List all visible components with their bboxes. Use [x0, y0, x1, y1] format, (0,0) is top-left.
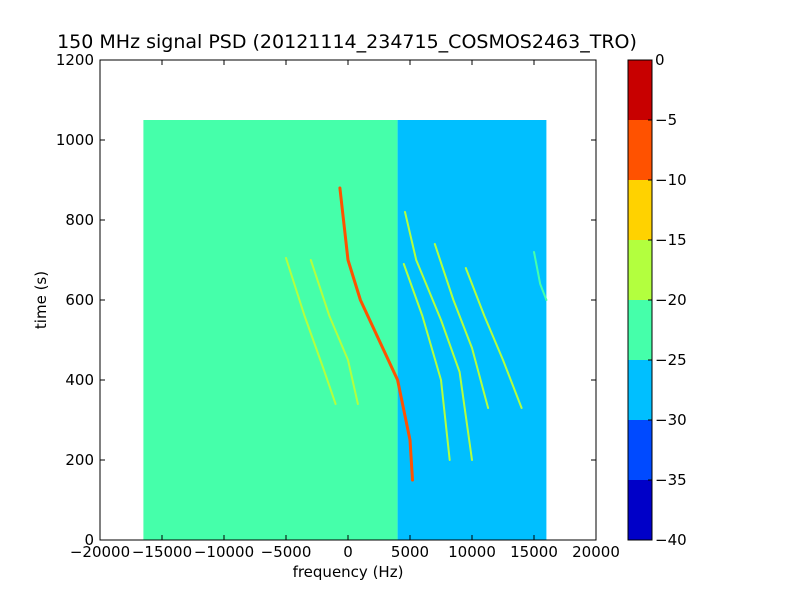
- signal-trace: [285, 257, 337, 405]
- heatmap-region: [379, 120, 398, 540]
- colorbar-tick-label: −25: [655, 351, 687, 369]
- colorbar-bin: [628, 180, 652, 240]
- y-tick-label: 1200: [56, 51, 94, 69]
- x-tick-label: −20000: [70, 543, 130, 561]
- plot-area: [99, 59, 597, 541]
- x-axis-label: frequency (Hz): [293, 563, 404, 581]
- colorbar-bin: [628, 120, 652, 180]
- heatmap-region: [143, 120, 379, 540]
- y-tick-label: 200: [65, 451, 94, 469]
- y-tick-label: 1000: [56, 131, 94, 149]
- y-axis-label: time (s): [32, 271, 50, 329]
- colorbar-tick-label: 0: [655, 51, 665, 69]
- heatmap-layer: [143, 120, 548, 540]
- x-tick-label: 15000: [510, 543, 558, 561]
- colorbar-tick-label: −30: [655, 411, 687, 429]
- colorbar-tick-label: −40: [655, 531, 687, 549]
- colorbar-bin: [628, 420, 652, 480]
- x-tick-label: 5000: [391, 543, 429, 561]
- colorbar-bin: [628, 480, 652, 540]
- y-axis: 0 200 400 600 800 1000 1200: [56, 51, 596, 549]
- y-tick-label: 600: [65, 291, 94, 309]
- colorbar-bin: [628, 300, 652, 360]
- heatmap-region: [397, 120, 547, 540]
- chart-title: 150 MHz signal PSD (20121114_234715_COSM…: [57, 31, 637, 53]
- x-tick-label: −15000: [132, 543, 192, 561]
- x-tick-label: −5000: [261, 543, 312, 561]
- x-tick-label: −10000: [194, 543, 254, 561]
- colorbar-bin: [628, 240, 652, 300]
- colorbar: 0 −5 −10 −15 −20 −25 −30 −35 −40: [627, 51, 687, 549]
- colorbar-tick-label: −10: [655, 171, 687, 189]
- y-tick-label: 800: [65, 211, 94, 229]
- x-tick-label: 20000: [572, 543, 620, 561]
- signal-trace: [338, 186, 414, 482]
- signal-trace: [464, 267, 523, 409]
- signal-trace: [404, 211, 473, 461]
- y-tick-label: 400: [65, 371, 94, 389]
- colorbar-tick-label: −35: [655, 471, 687, 489]
- colorbar-tick-label: −20: [655, 291, 687, 309]
- x-tick-label: 10000: [448, 543, 496, 561]
- signal-trace: [533, 251, 548, 301]
- colorbar-bin: [628, 60, 652, 120]
- colorbar-tick-label: −15: [655, 231, 687, 249]
- colorbar-tick-label: −5: [655, 111, 677, 129]
- y-tick-label: 0: [84, 531, 94, 549]
- signal-trace: [402, 263, 451, 461]
- signal-trace: [433, 243, 490, 409]
- signal-trace: [309, 259, 359, 405]
- x-axis: −20000 −15000 −10000 −5000 0 5000 10000 15000 20…: [70, 60, 620, 561]
- x-tick-label: 0: [343, 543, 353, 561]
- colorbar-bin: [628, 360, 652, 420]
